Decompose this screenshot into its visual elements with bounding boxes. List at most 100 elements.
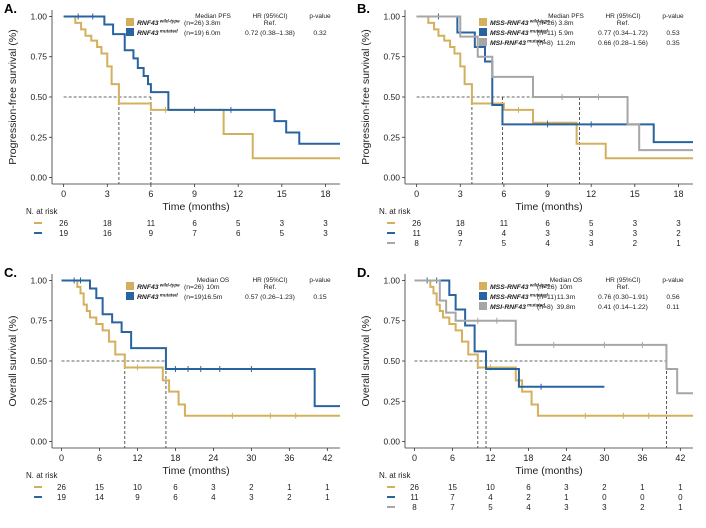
y-axis-title: Overall survival (%): [7, 315, 19, 406]
risk-count-wildtype: 1: [287, 483, 292, 492]
risk-count-mutated: 1: [325, 493, 330, 502]
legend-median-wildtype: 10m: [559, 284, 573, 291]
legend-label-main: MSS-RNF43: [490, 294, 529, 301]
risk-count-msi: 7: [450, 503, 455, 512]
legend-n-mutated: (n=19): [184, 30, 204, 37]
legend-swatch-wildtype: [126, 18, 134, 26]
risk-count-wildtype: 11: [500, 219, 509, 228]
risk-count-wildtype: 26: [410, 483, 419, 492]
risk-count-mutated: 16: [103, 229, 112, 238]
y-tick-label: 1.00: [383, 11, 400, 21]
legend-median-mutated: 16.5m: [204, 294, 223, 301]
risk-count-wildtype: 18: [103, 219, 112, 228]
legend-label-superscript: mutated: [526, 303, 545, 308]
x-tick-label: 12: [485, 453, 495, 463]
legend-label-wildtype: MSS-RNF43 wild-type: [490, 19, 550, 27]
risk-count-wildtype: 26: [412, 219, 421, 228]
legend-header-p: p-value: [662, 13, 684, 20]
legend-n-wildtype: (n=26): [184, 20, 204, 27]
legend-n-msi: (n=8): [537, 304, 553, 311]
x-tick-label: 15: [630, 189, 640, 199]
survival-curve-mutated: [61, 279, 340, 408]
x-tick-label: 42: [322, 453, 332, 463]
legend-label-superscript: mutated: [529, 293, 548, 298]
risk-count-wildtype: 3: [564, 483, 569, 492]
risk-count-wildtype: 3: [211, 483, 216, 492]
legend-header-p: p-value: [309, 277, 331, 284]
risk-count-wildtype: 1: [640, 483, 645, 492]
panel-label: A.: [4, 1, 17, 16]
risk-count-mutated: 4: [211, 493, 216, 502]
x-tick-label: 3: [458, 189, 463, 199]
x-tick-label: 36: [637, 453, 647, 463]
x-axis-title: Time (months): [515, 465, 582, 477]
legend-label-superscript: mutated: [159, 29, 178, 34]
risk-count-wildtype: 6: [545, 219, 550, 228]
legend-header-median: Median OS: [550, 277, 583, 284]
y-tick-label: 0.25: [30, 132, 47, 142]
legend-n-wildtype: (n=26): [184, 284, 204, 291]
legend-p-mutated: 0.15: [313, 294, 326, 301]
legend-label-main: MSI-RNF43: [490, 40, 526, 47]
x-tick-label: 6: [97, 453, 102, 463]
x-tick-label: 18: [170, 453, 180, 463]
y-axis-title: Progression-free survival (%): [360, 29, 372, 164]
risk-count-wildtype: 3: [633, 219, 638, 228]
risk-count-wildtype: 3: [323, 219, 328, 228]
legend-hr-msi: 0.41 (0.14–1.22): [598, 304, 648, 311]
y-tick-label: 0.75: [30, 316, 47, 326]
legend-label-main: RNF43: [137, 294, 159, 301]
risk-count-mutated: 19: [59, 229, 68, 238]
risk-count-msi: 8: [412, 503, 417, 512]
legend-label-main: RNF43: [137, 30, 159, 37]
legend-n-msi: (n=8): [537, 40, 553, 47]
risk-count-wildtype: 18: [456, 219, 465, 228]
legend-median-wildtype: 3.8m: [205, 20, 220, 27]
legend-p-mutated: 0.56: [666, 294, 679, 301]
panel-c: C. 0.00 0.25 0.50 0.75 1.00 0 6 12 18 24 30 36 42 Time…: [0, 264, 353, 528]
x-tick-label: 6: [450, 453, 455, 463]
legend-p-mutated: 0.53: [666, 30, 679, 37]
risk-count-msi: 2: [640, 503, 645, 512]
risk-count-msi: 1: [676, 239, 681, 248]
legend-label-mutated: RNF43 mutated: [137, 293, 178, 301]
panel-label: C.: [4, 265, 17, 280]
legend-label-mutated: MSS-RNF43 mutated: [490, 293, 548, 301]
legend-header-hr: HR (95%CI): [605, 277, 640, 284]
y-tick-label: 1.00: [30, 11, 47, 21]
x-tick-label: 6: [148, 189, 153, 199]
legend-label-wildtype: MSS-RNF43 wild-type: [490, 283, 550, 291]
x-tick-label: 9: [545, 189, 550, 199]
x-tick-label: 42: [675, 453, 685, 463]
risk-count-mutated: 7: [450, 493, 455, 502]
legend-header-median: Median PFS: [548, 13, 584, 20]
y-tick-label: 0.00: [383, 173, 400, 183]
legend-label-msi: MSI-RNF43 mutated: [490, 39, 545, 47]
y-tick-label: 0.25: [30, 396, 47, 406]
risk-count-mutated: 11: [410, 493, 419, 502]
y-tick-label: 0.25: [383, 396, 400, 406]
risk-count-mutated: 5: [280, 229, 285, 238]
legend-label-superscript: wild-type: [529, 19, 551, 24]
risk-count-mutated: 2: [287, 493, 292, 502]
legend-hr-msi: 0.66 (0.28–1.56): [598, 40, 648, 47]
risk-table-header: N. at risk: [379, 471, 412, 480]
y-tick-label: 0.50: [383, 92, 400, 102]
x-tick-label: 18: [523, 453, 533, 463]
risk-count-wildtype: 5: [236, 219, 241, 228]
x-tick-label: 18: [320, 189, 330, 199]
x-axis-title: Time (months): [162, 465, 229, 477]
risk-count-wildtype: 3: [280, 219, 285, 228]
risk-count-mutated: 3: [323, 229, 328, 238]
legend-swatch-wildtype: [479, 282, 487, 290]
risk-table-header: N. at risk: [26, 471, 59, 480]
risk-count-wildtype: 6: [192, 219, 197, 228]
legend-median-mutated: 5.9m: [558, 30, 573, 37]
risk-count-wildtype: 1: [325, 483, 330, 492]
legend-header-p: p-value: [662, 277, 684, 284]
y-tick-label: 0.00: [30, 437, 47, 447]
survival-curve-mutated: [414, 279, 605, 388]
risk-count-wildtype: 10: [486, 483, 495, 492]
legend-median-msi: 11.2m: [557, 40, 576, 47]
